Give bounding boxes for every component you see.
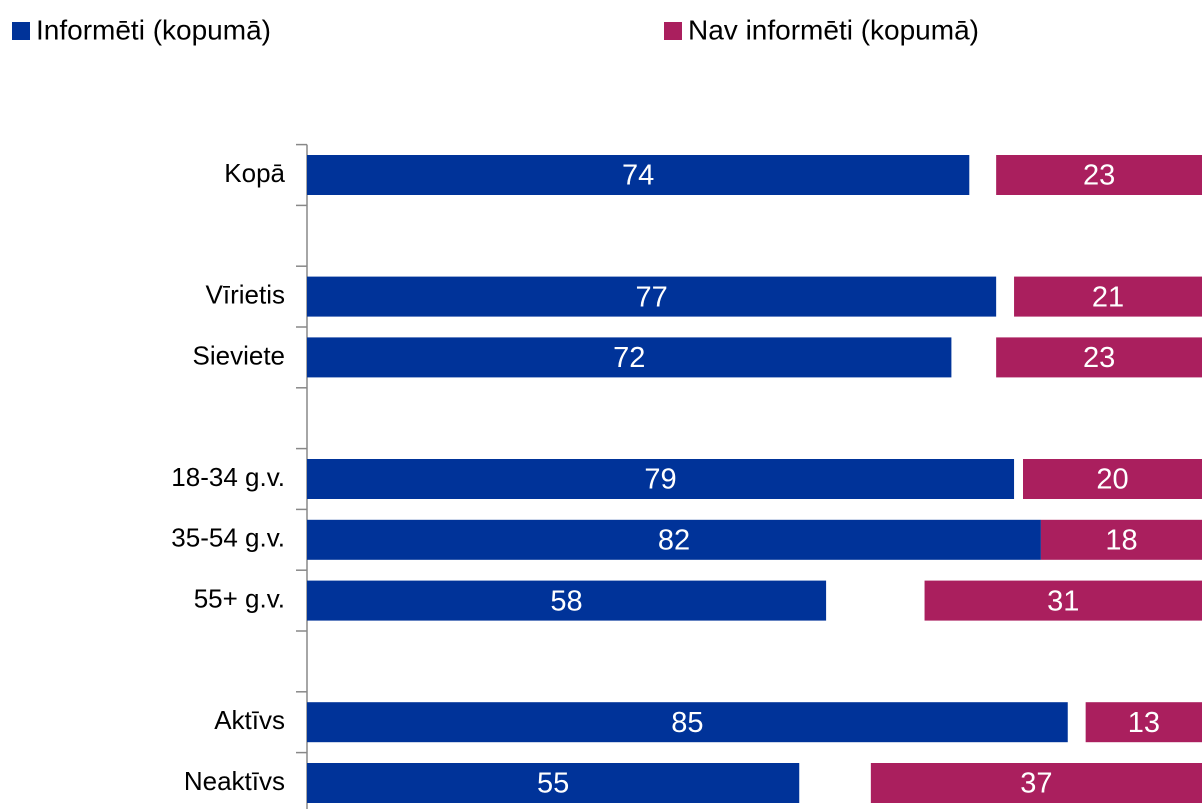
value-label: 82 bbox=[658, 524, 690, 556]
category-label: Aktīvs bbox=[214, 705, 285, 735]
value-label: 55 bbox=[537, 768, 569, 800]
bar bbox=[924, 580, 1202, 621]
category-label: 35-54 g.v. bbox=[171, 523, 285, 553]
value-label: 79 bbox=[644, 464, 676, 496]
value-label: 23 bbox=[1083, 160, 1115, 192]
category-label: 55+ g.v. bbox=[194, 583, 285, 613]
value-label: 37 bbox=[1020, 768, 1052, 800]
legend-label: Informēti (kopumā) bbox=[36, 14, 271, 45]
bar bbox=[307, 580, 827, 621]
value-label: 20 bbox=[1096, 464, 1128, 496]
bar bbox=[307, 519, 1041, 560]
value-label: 18 bbox=[1105, 524, 1137, 556]
value-label: 77 bbox=[635, 281, 667, 313]
bar bbox=[307, 763, 800, 803]
bar bbox=[996, 337, 1202, 378]
value-label: 72 bbox=[613, 342, 645, 374]
value-label: 85 bbox=[671, 707, 703, 739]
value-label: 13 bbox=[1128, 707, 1160, 739]
bar bbox=[870, 763, 1202, 803]
bar bbox=[1040, 519, 1202, 560]
category-label: 18-34 g.v. bbox=[171, 462, 285, 492]
bar bbox=[307, 155, 970, 195]
category-label: Neaktīvs bbox=[184, 766, 285, 796]
category-label: Sieviete bbox=[193, 340, 286, 370]
category-label: Vīrietis bbox=[206, 279, 285, 309]
bar bbox=[1085, 702, 1202, 743]
bar bbox=[307, 337, 952, 378]
value-label: 21 bbox=[1092, 281, 1124, 313]
legend-label: Nav informēti (kopumā) bbox=[688, 14, 979, 45]
legend-swatch bbox=[664, 22, 682, 40]
bar bbox=[1023, 459, 1202, 499]
value-label: 74 bbox=[622, 160, 654, 192]
category-label: Kopā bbox=[224, 158, 285, 188]
bar bbox=[307, 459, 1015, 499]
bar bbox=[1014, 276, 1202, 317]
value-label: 23 bbox=[1083, 342, 1115, 374]
bar bbox=[307, 702, 1068, 743]
legend-swatch bbox=[12, 22, 30, 40]
bar bbox=[996, 155, 1202, 195]
value-label: 58 bbox=[550, 585, 582, 617]
value-label: 31 bbox=[1047, 585, 1079, 617]
bar bbox=[307, 276, 997, 317]
